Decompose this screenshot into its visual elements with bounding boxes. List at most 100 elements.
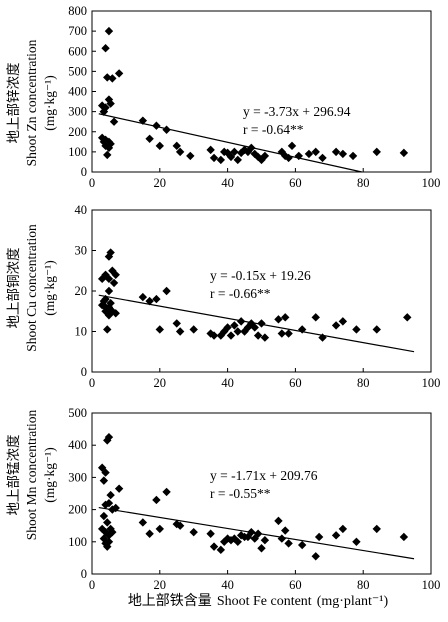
data-point: [206, 529, 215, 538]
data-point: [209, 542, 219, 551]
axes-zn: 0 100 200 300 400 500 600 700 800 0 20 40 60 80 100: [68, 4, 440, 190]
data-point: [253, 331, 263, 340]
data-point: [348, 151, 358, 161]
data-point: [311, 313, 320, 322]
y-tick-label: 400: [68, 85, 87, 99]
y-tick-label: 700: [68, 24, 87, 38]
data-point: [104, 537, 114, 546]
y-tick-label: 200: [68, 503, 87, 517]
data-point: [99, 107, 109, 116]
data-point: [145, 134, 154, 143]
r-value-mn: r = -0.55**: [210, 486, 271, 501]
data-point: [284, 153, 293, 163]
data-point: [104, 274, 114, 284]
data-point: [114, 484, 124, 493]
data-point: [97, 463, 107, 472]
data-point: [318, 153, 327, 163]
data-point: [145, 529, 154, 538]
y-tick-label: 600: [68, 44, 87, 58]
equation-mn: y = -1.71x + 209.76: [210, 468, 318, 483]
data-point: [111, 270, 120, 279]
data-point: [138, 292, 148, 302]
data-point: [281, 313, 290, 322]
data-point: [103, 518, 112, 527]
data-point: [277, 147, 287, 157]
data-point: [106, 248, 115, 257]
axes-mn: 0 100 200 300 400 500 0 20 40 60 80 100: [68, 406, 440, 592]
data-point: [277, 329, 287, 338]
data-point: [399, 532, 409, 542]
data-point: [250, 323, 259, 332]
x-tick-label: 100: [422, 578, 441, 592]
x-axis-label-en: Shoot Fe content: [217, 594, 312, 609]
data-point: [97, 300, 107, 310]
x-tick-label: 80: [357, 176, 370, 190]
data-point: [97, 274, 107, 284]
data-point: [104, 26, 114, 36]
data-point: [274, 516, 283, 526]
data-point: [152, 495, 161, 505]
data-point: [155, 325, 164, 334]
data-point: [233, 155, 242, 165]
data-point: [223, 323, 232, 332]
data-point: [108, 266, 117, 275]
data-point: [104, 95, 114, 104]
data-point: [97, 524, 107, 534]
data-point: [216, 545, 226, 555]
data-point: [287, 141, 297, 151]
data-point: [372, 147, 381, 157]
data-point: [311, 552, 320, 561]
data-point: [253, 152, 263, 162]
y-label-zn-zh: 地上部锌浓度: [6, 63, 21, 144]
y-tick-label: 40: [75, 203, 88, 217]
data-point: [314, 532, 324, 542]
y-tick-label: 100: [68, 535, 87, 549]
y-tick-label: 100: [68, 145, 87, 159]
data-point: [338, 317, 348, 326]
data-point: [106, 99, 115, 108]
data-point: [247, 527, 256, 537]
y-tick-label: 400: [68, 438, 87, 452]
data-point: [103, 150, 112, 160]
data-point: [162, 125, 171, 134]
regression-line: [98, 294, 415, 353]
data-point: [101, 103, 110, 112]
data-point: [331, 147, 341, 157]
plot-frame: [91, 412, 432, 575]
x-tick-label: 0: [89, 176, 95, 190]
data-point: [206, 145, 215, 155]
data-point: [230, 534, 239, 543]
data-point: [104, 498, 114, 508]
data-point: [101, 270, 110, 279]
x-tick-label: 40: [221, 578, 234, 592]
data-point: [294, 151, 303, 161]
data-point: [274, 315, 283, 324]
data-point: [230, 321, 239, 330]
data-point: [216, 155, 226, 165]
x-tick-label: 0: [89, 578, 95, 592]
data-point: [260, 333, 270, 342]
y-tick-label: 500: [68, 406, 87, 420]
data-point: [236, 148, 246, 158]
x-tick-label: 60: [289, 176, 302, 190]
data-point: [175, 521, 185, 530]
data-point: [257, 544, 266, 553]
x-axis-label: 地上部铁含量 Shoot Fe content (mg·plant⁻¹): [128, 593, 389, 609]
data-point: [138, 518, 148, 527]
data-point: [172, 141, 181, 151]
y-tick-label: 0: [81, 165, 87, 179]
y-tick-label: 20: [75, 284, 88, 298]
data-point: [250, 534, 259, 543]
data-point: [101, 539, 110, 548]
axes-cu: 0 10 20 30 40 0 20 40 60 80 100: [75, 203, 441, 390]
data-point: [403, 313, 412, 322]
data-point: [108, 74, 117, 83]
data-point: [277, 534, 287, 543]
data-point: [189, 325, 198, 334]
x-tick-label: 60: [289, 578, 302, 592]
data-point: [352, 537, 361, 546]
y-unit-mn: (mg·kg⁻¹): [42, 447, 57, 502]
data-point: [243, 323, 253, 332]
equation-cu: y = -0.15x + 19.26: [210, 268, 311, 283]
data-point: [281, 526, 290, 535]
